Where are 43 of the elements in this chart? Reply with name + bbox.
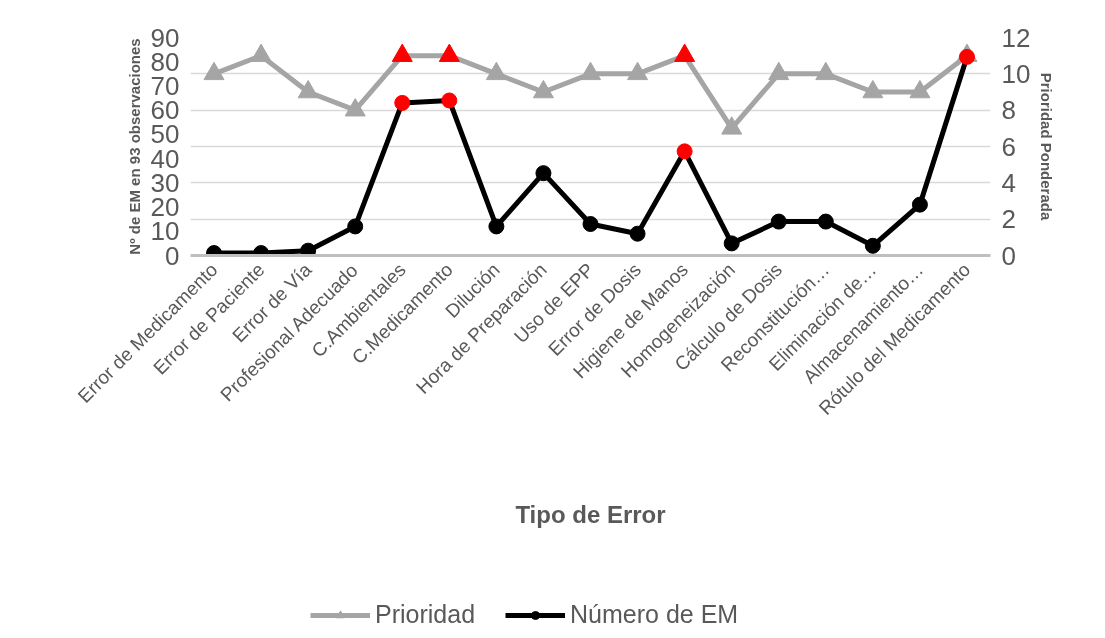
point [532, 79, 554, 99]
point [815, 61, 837, 81]
point [721, 116, 743, 135]
point [862, 79, 884, 99]
point [723, 235, 740, 252]
point [344, 98, 366, 117]
point [347, 218, 364, 235]
point [909, 79, 931, 99]
point [488, 218, 505, 235]
point [300, 242, 317, 256]
y2-tick-label: 4 [1001, 167, 1016, 198]
point [391, 43, 413, 62]
point [629, 225, 646, 242]
point [674, 43, 696, 62]
y2-tick-label: 2 [1001, 204, 1016, 235]
legend-label: Número de EM [570, 600, 739, 629]
point [394, 94, 411, 111]
point [958, 48, 975, 65]
y2-tick-label: 10 [1001, 58, 1031, 89]
point [441, 92, 458, 109]
point [582, 216, 599, 232]
y2-tick-label: 6 [1001, 131, 1016, 162]
legend-label: Prioridad [375, 600, 476, 629]
point [485, 61, 507, 81]
point [438, 43, 460, 62]
point [627, 61, 649, 81]
point [580, 61, 601, 81]
point [770, 213, 787, 230]
point [768, 61, 790, 81]
point [676, 143, 693, 160]
point [250, 43, 272, 62]
y2-tick-label: 12 [1001, 22, 1031, 53]
y2-tick-label: 8 [1001, 95, 1016, 126]
point [535, 165, 552, 182]
x-axis-title: Tipo de Error [515, 501, 666, 528]
point [203, 61, 225, 81]
y2-axis-title: Prioridad Ponderada [1038, 72, 1056, 221]
point [817, 213, 834, 230]
point [297, 79, 319, 99]
y-axis-title: Nº de EM en 93 observaciones [125, 38, 143, 255]
point [911, 196, 928, 213]
y2-tick-label: 0 [1001, 240, 1016, 271]
point [864, 237, 881, 254]
